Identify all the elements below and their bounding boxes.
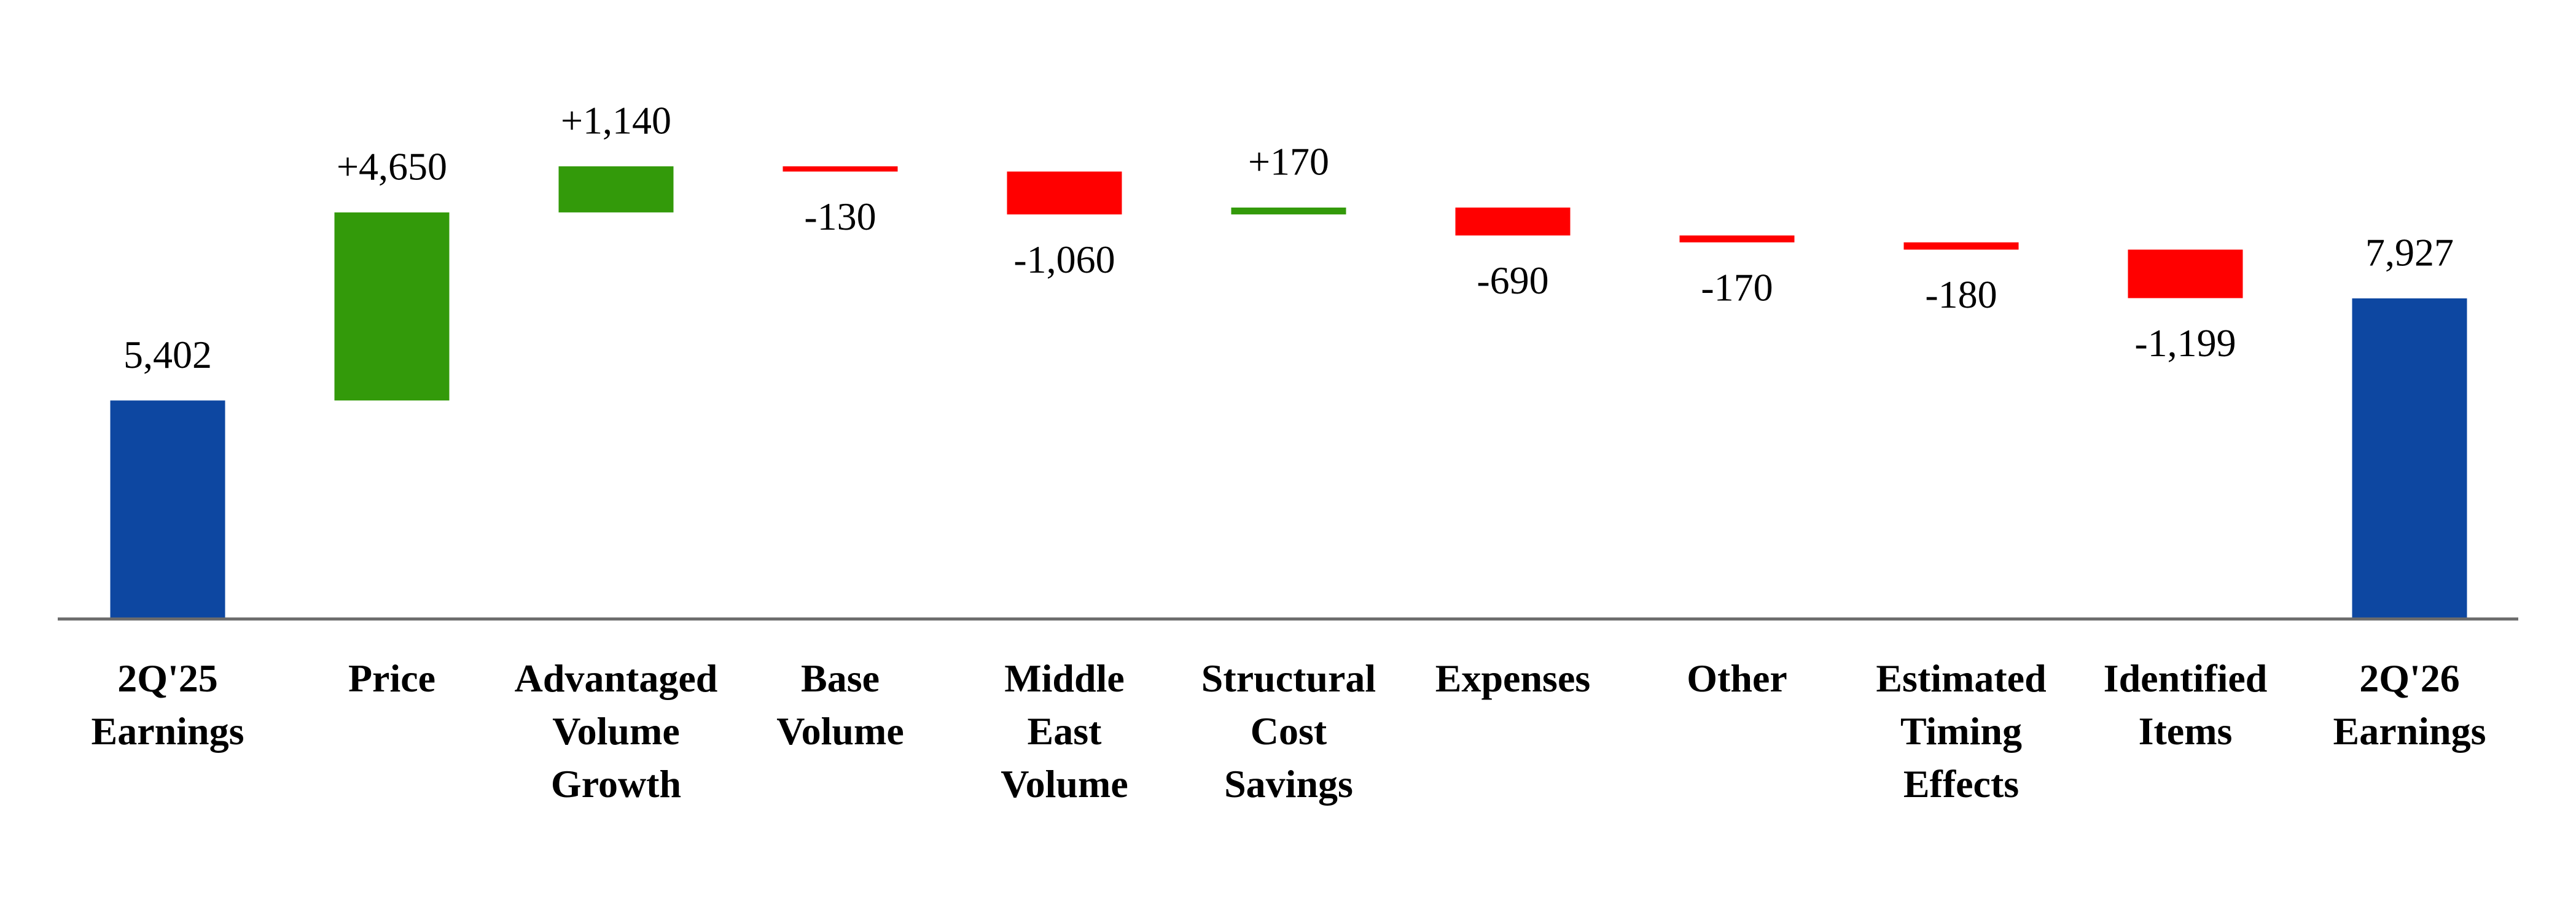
category-label: Estimated Timing Effects [1876,656,2047,806]
category-label: Price [348,656,436,700]
bar [1455,208,1571,236]
value-label: -1,199 [2134,321,2236,365]
bar [1903,242,2019,250]
category-label: Identified Items [2103,656,2268,753]
value-label: +4,650 [337,145,447,189]
value-label: +170 [1248,140,1329,184]
category-label: Base Volume [776,656,904,753]
category-label: Structural Cost Savings [1201,656,1376,806]
value-label: -1,060 [1013,238,1115,281]
value-label: 7,927 [2365,231,2454,274]
value-label: +1,140 [561,99,671,142]
category-label: Other [1687,656,1787,700]
value-label: -180 [1925,273,1997,316]
bar [1007,171,1122,215]
bar [558,166,674,212]
bar [2352,298,2467,619]
bar [110,400,225,619]
value-label: -170 [1701,265,1773,309]
category-label: Middle East Volume [1001,656,1128,806]
bar [334,212,450,401]
category-label: 2Q'25 Earnings [91,656,244,753]
category-label: 2Q'26 Earnings [2333,656,2486,753]
bar [2128,249,2243,298]
value-label: -130 [804,195,876,238]
value-label: -690 [1477,259,1548,302]
value-label: 5,402 [123,333,212,376]
bar [783,166,898,172]
category-label: Advantaged Volume Growth [514,656,718,806]
category-label: Expenses [1435,656,1591,700]
bar [1679,235,1795,243]
bar [1231,208,1346,215]
